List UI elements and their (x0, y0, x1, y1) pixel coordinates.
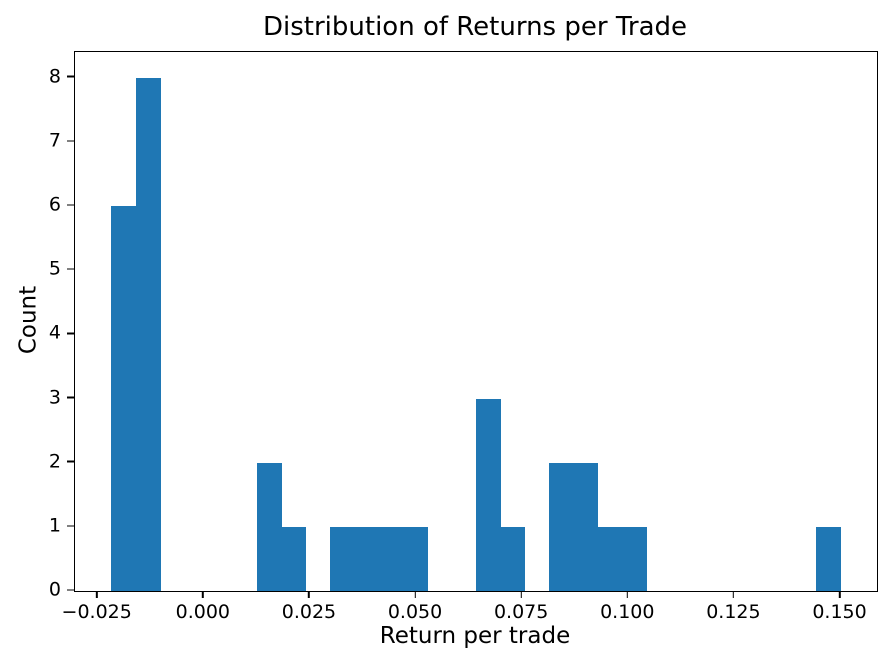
x-axis: −0.025 0.000 0.025 0.050 0.075 0.100 0.125 0.15… (62, 590, 876, 636)
x-tick-label: −0.025 (61, 601, 132, 623)
histogram-bar (135, 77, 161, 591)
y-tick: 5 (48, 257, 74, 280)
x-tick-mark (838, 591, 841, 598)
x-tick-label: 0.100 (600, 601, 655, 623)
histogram-bar (500, 526, 526, 591)
y-tick: 3 (49, 388, 74, 407)
x-tick-label: 0.075 (493, 601, 549, 623)
histogram-bar (378, 526, 404, 591)
x-tick-mark (202, 591, 204, 598)
x-tick-label: 0.000 (175, 601, 231, 623)
histogram-bar (403, 526, 428, 591)
histogram-bar (330, 526, 355, 591)
y-tick-label: 6 (48, 193, 61, 216)
y-tick-label: 5 (48, 257, 61, 280)
x-tick-mark (626, 591, 629, 598)
x-tick-mark (308, 591, 310, 598)
y-tick-label: 0 (48, 578, 61, 601)
y-tick-label: 4 (48, 321, 61, 344)
histogram-bar (816, 526, 841, 591)
histogram-bar (257, 462, 283, 591)
x-tick-label: 0.025 (281, 601, 337, 623)
y-tick-label: 2 (48, 450, 61, 473)
x-tick: −0.025 (62, 591, 132, 623)
histogram-bar (354, 526, 380, 591)
y-tick: 2 (49, 452, 74, 471)
y-tick-label: 8 (48, 65, 61, 88)
x-axis-label: Return per trade (379, 623, 571, 649)
y-tick-label: 7 (48, 129, 61, 152)
histogram-bar (573, 462, 598, 591)
x-tick-label: 0.050 (387, 601, 443, 623)
y-axis: 0 1 2 3 4 5 6 7 8 (0, 51, 74, 599)
histogram-bar (111, 206, 137, 591)
bars-layer (75, 52, 877, 591)
y-tick: 1 (49, 516, 74, 535)
y-tick: 8 (49, 67, 74, 86)
y-tick-mark (67, 525, 74, 527)
y-tick: 6 (48, 193, 74, 216)
y-tick: 0 (48, 578, 74, 601)
y-tick-mark (67, 204, 74, 206)
x-tick: 0.000 (176, 591, 230, 623)
y-tick-label: 3 (48, 386, 61, 408)
histogram-bar (597, 526, 623, 591)
y-tick-mark (67, 75, 74, 78)
x-tick: 0.125 (706, 591, 761, 623)
y-tick-mark (67, 140, 74, 142)
y-tick-mark (67, 268, 74, 270)
histogram-bar (475, 398, 501, 591)
x-tick-label: 0.125 (706, 601, 761, 623)
y-tick-label: 1 (48, 514, 61, 537)
x-tick-mark (414, 591, 416, 598)
y-tick: 7 (49, 131, 74, 150)
x-tick: 0.100 (600, 591, 655, 623)
y-tick-mark (67, 589, 74, 591)
x-tick: 0.025 (282, 591, 336, 623)
histogram-bar (548, 462, 574, 591)
y-tick: 4 (48, 321, 74, 344)
histogram-bar (621, 526, 647, 591)
plot-area (74, 51, 878, 592)
x-tick-mark (732, 591, 735, 598)
x-tick-mark (520, 591, 522, 598)
x-tick-label: 0.150 (812, 601, 867, 623)
x-tick: 0.050 (388, 591, 442, 623)
histogram-bar (281, 526, 307, 591)
y-tick-mark (67, 332, 74, 335)
y-tick-mark (67, 396, 74, 399)
x-tick: 0.075 (494, 591, 548, 623)
chart-title: Distribution of Returns per Trade (263, 12, 687, 42)
x-tick: 0.150 (812, 591, 867, 623)
y-tick-mark (67, 460, 74, 463)
y-axis-label: Count (15, 285, 42, 355)
x-tick-mark (95, 591, 98, 598)
